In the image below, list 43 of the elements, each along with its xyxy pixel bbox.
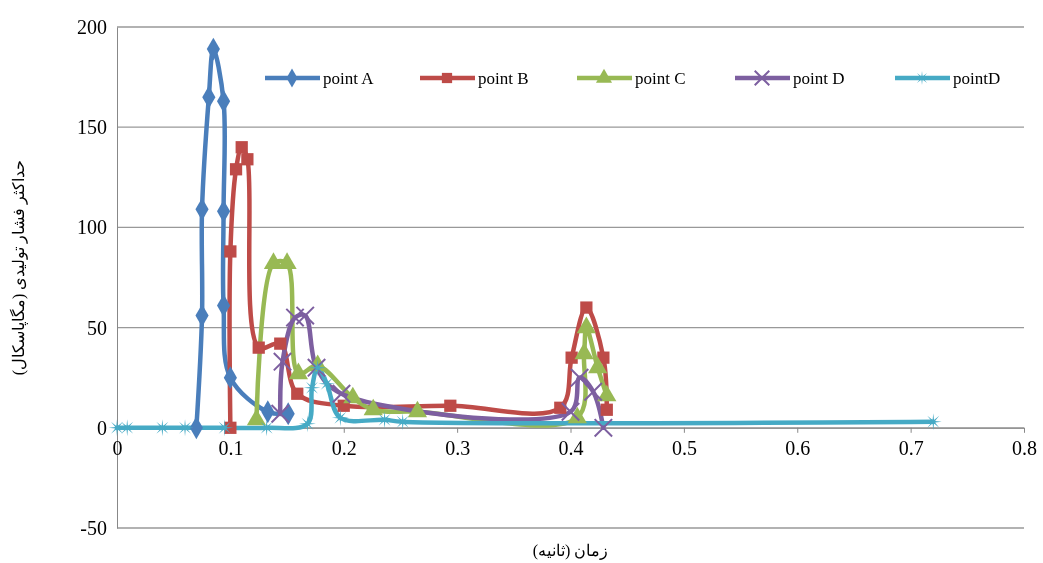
point [444,399,457,412]
legend-label: point C [635,69,686,88]
point [569,367,590,388]
point [295,305,315,326]
point [229,163,243,176]
y-tick-label: 50 [87,316,107,339]
legend-label: point D [793,69,845,88]
x-tick-label: 0.2 [331,437,357,459]
x-tick-label: 0.7 [898,437,924,459]
y-tick-label: -50 [80,516,107,539]
point [285,307,305,328]
x-axis-title: زمان (ثانیه) [532,542,609,560]
y-tick-label: 0 [97,416,107,439]
y-axis-title: حداکثر فشار تولیدی (مگاپاسکال) [9,159,28,376]
y-tick-label: 150 [77,116,107,139]
point [318,375,336,393]
point [291,387,304,400]
point [560,402,581,422]
x-tick-label: 0.1 [218,437,244,459]
x-tick-label: 0.5 [671,437,697,459]
point [272,351,293,372]
y-tick-label: 200 [77,15,107,38]
point [241,153,254,166]
point [580,301,593,314]
x-tick-label: 0.3 [445,437,471,459]
point [235,141,248,154]
point [583,382,603,402]
legend-label: point A [323,69,375,88]
y-tick-label: 100 [77,216,107,239]
point [252,341,265,354]
point [331,409,349,427]
point [600,403,613,416]
point [274,337,287,350]
point [593,418,614,438]
point [270,404,290,424]
legend-label: point B [478,69,529,88]
point [331,384,352,404]
x-tick-label: 0.8 [1012,437,1037,459]
x-tick-label: 0.4 [558,437,584,459]
x-tick-label: 0 [112,437,123,459]
x-tick-label: 0.6 [785,437,811,459]
legend-label: pointD [953,69,1001,88]
point [224,245,237,258]
